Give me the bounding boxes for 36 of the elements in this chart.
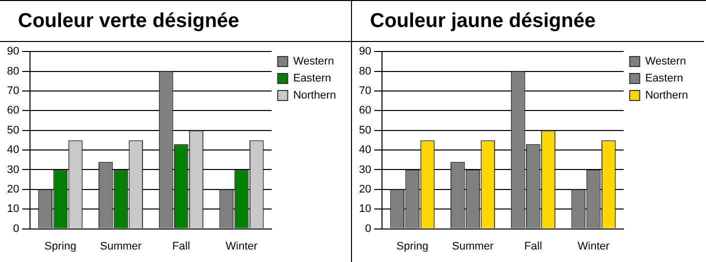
legend-label: Northern (645, 90, 688, 102)
x-tick-label: Summer (100, 240, 142, 252)
y-tick-label: 30 (6, 164, 20, 176)
y-tick-label: 60 (358, 104, 372, 117)
x-tick-label: Spring (396, 240, 428, 252)
y-tick-label: 80 (6, 65, 20, 78)
x-tick-label: Fall (524, 240, 542, 252)
y-tick-label: 70 (6, 85, 20, 98)
x-tick-label: Winter (226, 240, 258, 252)
y-tick-label: 0 (365, 222, 372, 235)
legend-label: Western (293, 56, 334, 68)
y-tick-label: 20 (6, 183, 20, 196)
chart-title: Couleur verte désignée (0, 1, 351, 42)
x-tick-label: Winter (578, 240, 610, 252)
y-tick-label: 70 (358, 85, 372, 98)
y-tick-label: 10 (6, 203, 20, 216)
chart-title: Couleur jaune désignée (352, 1, 704, 42)
x-tick-label: Fall (172, 240, 190, 252)
y-tick-label: 0 (13, 222, 20, 235)
y-tick-label: 10 (358, 203, 372, 216)
x-tick-label: Summer (452, 240, 494, 252)
legend-label: Eastern (645, 72, 684, 85)
y-tick-label: 30 (358, 164, 372, 176)
y-tick-label: 20 (358, 183, 372, 196)
y-tick-label: 90 (358, 46, 372, 58)
legend-label: Western (645, 56, 686, 68)
y-tick-label: 60 (6, 104, 20, 117)
y-tick-label: 40 (6, 144, 20, 156)
legend-label: Eastern (293, 72, 332, 85)
y-tick-label: 50 (6, 124, 20, 136)
x-tick-label: Spring (44, 240, 76, 252)
y-tick-label: 40 (358, 144, 372, 156)
legend-label: Northern (293, 90, 336, 102)
y-tick-label: 90 (6, 46, 20, 58)
y-tick-label: 50 (358, 124, 372, 136)
y-tick-label: 80 (358, 65, 372, 78)
